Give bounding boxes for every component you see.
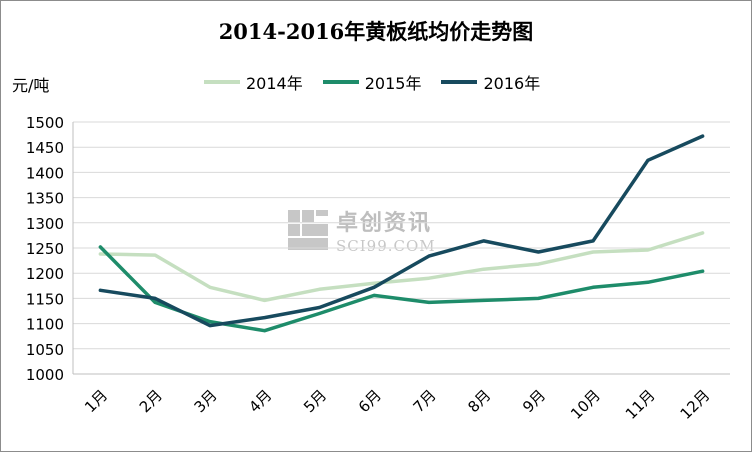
watermark-text-cn: 卓创资讯 [336, 211, 433, 236]
data-point [701, 134, 705, 138]
data-point [372, 285, 376, 289]
data-point [317, 312, 321, 316]
data-point [646, 280, 650, 284]
watermark: 卓创资讯 SCI99.COM [288, 205, 436, 255]
data-point [317, 287, 321, 291]
data-point [263, 329, 267, 333]
watermark-logo-icon [288, 210, 328, 250]
data-point [153, 296, 157, 300]
series-line-2016年 [98, 134, 705, 328]
data-point [427, 300, 431, 304]
y-tick-label: 1350 [26, 190, 64, 208]
watermark-text-en: SCI99.COM [336, 237, 436, 255]
x-tick-label: 2月 [136, 386, 166, 416]
series-line-2015年 [98, 245, 705, 333]
data-point [591, 239, 595, 243]
data-point [208, 324, 212, 328]
x-tick-label: 6月 [355, 386, 385, 416]
series-line-2014年 [98, 231, 705, 303]
data-point [427, 276, 431, 280]
x-tick-label: 7月 [410, 386, 440, 416]
y-tick-label: 1100 [26, 316, 64, 334]
data-point [208, 320, 212, 324]
x-tick-label: 1月 [81, 386, 111, 416]
legend-swatch-2015 [322, 80, 359, 84]
data-point [482, 239, 486, 243]
data-point [482, 298, 486, 302]
data-point [153, 300, 157, 304]
legend-swatch-2014 [204, 80, 240, 84]
y-axis-ticks: 1000 1050 1100 1150 1200 1250 1300 1350 1400 1450… [26, 114, 64, 384]
series-lines [98, 134, 705, 333]
y-tick-label: 1200 [26, 265, 64, 283]
legend-label-2015: 2015年 [364, 74, 422, 93]
y-tick-label: 1050 [26, 341, 64, 359]
chart-title: 2014-2016年黄板纸均价走势图 [218, 19, 534, 44]
y-tick-label: 1250 [26, 240, 64, 258]
data-point [372, 293, 376, 297]
data-point [701, 231, 705, 235]
x-tick-label: 12月 [677, 386, 714, 423]
y-tick-label: 1000 [26, 366, 64, 384]
data-point [263, 298, 267, 302]
x-tick-label: 3月 [191, 386, 221, 416]
y-tick-label: 1500 [26, 114, 64, 132]
data-point [208, 285, 212, 289]
legend-label-2016: 2016年 [483, 74, 541, 93]
legend-item-2015: 2015年 [322, 70, 422, 94]
legend-item-2014: 2014年 [204, 70, 303, 94]
data-point [536, 296, 540, 300]
legend-item-2016: 2016年 [441, 70, 540, 94]
x-tick-label: 5月 [300, 386, 330, 416]
x-tick-label: 10月 [567, 386, 604, 423]
data-point [263, 316, 267, 320]
data-point [482, 267, 486, 271]
x-tick-label: 8月 [464, 386, 494, 416]
data-point [536, 262, 540, 266]
legend-swatch-2016 [441, 80, 478, 84]
data-point [536, 250, 540, 254]
data-point [372, 281, 376, 285]
data-point [591, 250, 595, 254]
x-tick-label: 4月 [245, 386, 275, 416]
y-tick-label: 1400 [26, 164, 64, 182]
data-point [153, 253, 157, 257]
data-point [98, 288, 102, 292]
data-point [317, 305, 321, 309]
x-tick-label: 9月 [519, 386, 549, 416]
data-point [646, 248, 650, 252]
x-axis-ticks: 1月 2月 3月 4月 5月 6月 7月 8月 9月 10月 11月 12月 [81, 386, 713, 423]
y-axis-unit-label: 元/吨 [12, 76, 50, 95]
y-tick-label: 1150 [26, 290, 64, 308]
data-point [646, 158, 650, 162]
data-point [98, 252, 102, 256]
legend-label-2014: 2014年 [246, 74, 303, 93]
y-tick-label: 1300 [26, 215, 64, 233]
chart-legend: 2014年 2015年 2016年 [204, 70, 540, 94]
gridlines [72, 121, 730, 375]
x-tick-label: 11月 [622, 386, 659, 423]
data-point [591, 285, 595, 289]
data-point [427, 254, 431, 258]
data-point [701, 269, 705, 273]
data-point [98, 245, 102, 249]
y-tick-label: 1450 [26, 139, 64, 157]
